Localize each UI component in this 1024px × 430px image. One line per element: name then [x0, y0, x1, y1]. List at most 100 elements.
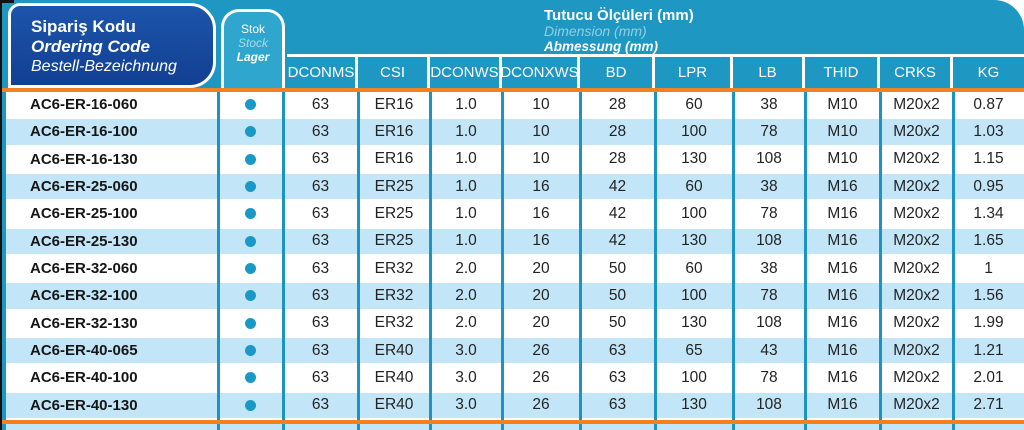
lpr-cell: 60: [685, 259, 703, 277]
dconws-cell: 2.0: [455, 286, 477, 304]
scan-edge-left: [0, 0, 2, 430]
column-header-dconws: DCONWS: [430, 57, 502, 88]
lb-cell: 108: [756, 232, 782, 250]
ordering-code-cell: AC6-ER-16-100: [30, 123, 138, 141]
table-row: AC6-ER-25-060 63 ER25 1.0 16 42 60 38 M16 M20x2 0.…: [6, 173, 1024, 202]
csi-cell: ER25: [374, 177, 414, 195]
stock-cell: [218, 147, 283, 172]
stock-label-de: Lager: [236, 50, 270, 64]
csi-cell: ER40: [374, 396, 414, 414]
kg-cell: 1.03: [973, 122, 1004, 140]
lb-cell: 108: [756, 150, 782, 168]
thid-cell: M16: [827, 259, 858, 277]
in-stock-dot-icon: [245, 263, 256, 275]
ordering-code-label-de: Bestell-Bezeichnung: [31, 58, 177, 75]
dconms-cell: 63: [311, 368, 330, 386]
column-header-top-rule: [287, 54, 1024, 57]
thid-cell: M16: [827, 368, 858, 386]
table-row: AC6-ER-32-130 63 ER32 2.0 20 50 130 108 M16 M20x2…: [6, 310, 1024, 338]
column-divider: [654, 92, 657, 430]
stock-cell: [218, 283, 283, 308]
ordering-code-cell: AC6-ER-40-100: [30, 369, 138, 387]
lpr-cell: 130: [681, 150, 707, 168]
in-stock-dot-icon: [245, 181, 256, 193]
in-stock-dot-icon: [245, 399, 256, 411]
dconxws-cell: 26: [532, 368, 550, 386]
csi-cell: ER40: [374, 341, 414, 359]
bd-cell: 28: [608, 95, 627, 113]
crks-cell: M20x2: [893, 232, 940, 250]
dconws-cell: 1.0: [455, 122, 477, 140]
kg-cell: 2.71: [973, 396, 1004, 414]
in-stock-dot-icon: [245, 126, 256, 138]
column-header-dconxws: DCONXWS: [500, 57, 580, 88]
kg-cell: 1.99: [973, 314, 1004, 332]
crks-cell: M20x2: [893, 122, 940, 140]
column-header-lb: LB: [733, 57, 805, 88]
ordering-code-cell: AC6-ER-32-100: [30, 287, 138, 305]
dconws-cell: 3.0: [455, 341, 477, 359]
orange-rule-top: [0, 88, 1024, 92]
crks-cell: M20x2: [893, 204, 940, 222]
crks-cell: M20x2: [893, 314, 940, 332]
dconws-cell: 3.0: [455, 368, 477, 386]
column-divider: [282, 92, 285, 430]
dimensions-label-de: Abmessung (mm): [544, 39, 659, 54]
dconws-cell: 1.0: [455, 204, 477, 222]
dconms-cell: 63: [311, 95, 330, 113]
stock-cell: [218, 174, 283, 199]
dconms-cell: 63: [311, 259, 330, 277]
dconxws-cell: 16: [532, 204, 550, 222]
csi-cell: ER32: [374, 286, 414, 304]
in-stock-dot-icon: [245, 208, 256, 220]
kg-cell: 1.34: [973, 204, 1004, 222]
stock-header-panel: Stok Stock Lager: [221, 9, 285, 88]
lb-cell: 108: [756, 314, 782, 332]
kg-cell: 1.21: [973, 341, 1004, 359]
column-divider: [579, 92, 582, 430]
dconws-cell: 1.0: [455, 95, 477, 113]
lpr-cell: 100: [681, 204, 707, 222]
stock-label-en: Stock: [237, 36, 268, 50]
stock-cell: [218, 311, 283, 336]
dconxws-cell: 10: [532, 150, 550, 168]
kg-cell: 1.15: [973, 150, 1004, 168]
left-teal-edge: [2, 92, 6, 430]
bd-cell: 50: [608, 314, 627, 332]
dconms-cell: 63: [311, 341, 330, 359]
lpr-cell: 100: [681, 286, 707, 304]
ordering-code-cell: AC6-ER-25-060: [30, 178, 138, 196]
kg-cell: 0.95: [973, 177, 1004, 195]
orange-rule-bottom: [0, 420, 1024, 424]
kg-cell: 2.01: [973, 368, 1004, 386]
lpr-cell: 130: [681, 232, 707, 250]
column-divider: [501, 92, 504, 430]
column-divider: [732, 92, 735, 430]
table-row: AC6-ER-40-100 63 ER40 3.0 26 63 100 78 M16 M20x2 2…: [6, 365, 1024, 393]
column-header-dconms: DCONMS: [287, 57, 358, 88]
dconms-cell: 63: [311, 396, 330, 414]
csi-cell: ER16: [374, 122, 414, 140]
lb-cell: 38: [760, 95, 778, 113]
lb-cell: 78: [760, 204, 778, 222]
table-row: AC6-ER-25-100 63 ER25 1.0 16 42 100 78 M16 M20x2 1…: [6, 201, 1024, 229]
stock-cell: [218, 201, 283, 226]
stock-cell: [218, 338, 283, 363]
bd-cell: 42: [608, 232, 627, 250]
in-stock-dot-icon: [245, 99, 256, 111]
lpr-cell: 60: [685, 177, 703, 195]
in-stock-dot-icon: [245, 290, 256, 302]
csi-cell: ER16: [374, 95, 414, 113]
dimensions-header-title: Tutucu Ölçüleri (mm) Dimension (mm) Abme…: [544, 8, 694, 55]
ordering-code-cell: AC6-ER-25-130: [30, 232, 138, 250]
ordering-code-cell: AC6-ER-32-060: [30, 260, 138, 278]
dconxws-cell: 26: [532, 396, 550, 414]
crks-cell: M20x2: [893, 286, 940, 304]
crks-cell: M20x2: [893, 396, 940, 414]
ordering-code-header-panel: Sipariş Kodu Ordering Code Bestell-Bezei…: [8, 3, 216, 88]
stock-cell: [218, 393, 283, 418]
column-header-kg: KG: [977, 64, 1000, 81]
ordering-code-label-en: Ordering Code: [31, 37, 151, 56]
thid-cell: M16: [827, 177, 858, 195]
dconms-cell: 63: [311, 177, 330, 195]
